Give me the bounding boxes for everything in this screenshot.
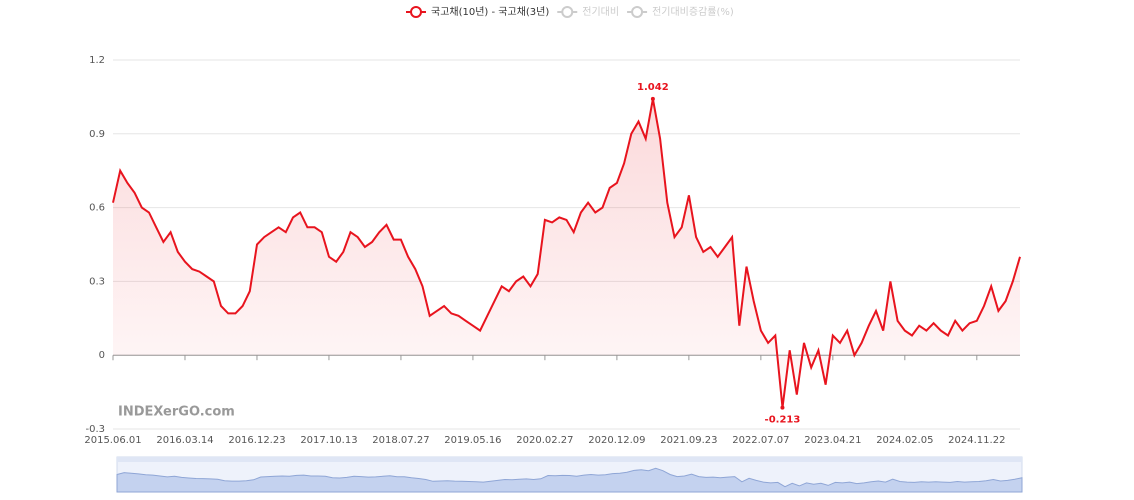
x-tick-label: 2022.07.07 [732,435,789,446]
point-marker [780,405,785,410]
y-tick-label: 0.3 [89,276,105,287]
watermark: INDEXerGO.com [118,405,235,420]
area [113,98,1020,408]
zoom-handle[interactable] [117,457,1022,462]
x-tick-label: 2020.12.09 [588,435,645,446]
y-tick-label: 1.2 [89,55,105,66]
x-tick-label: 2024.02.05 [876,435,933,446]
value-label: 1.042 [637,82,669,93]
x-tick-label: 2019.05.16 [444,435,501,446]
x-tick-label: 2016.12.23 [228,435,285,446]
legend-label[interactable]: 전기대비 [582,6,619,18]
legend-icon[interactable] [561,6,574,18]
line [112,98,1021,408]
x-tick-label: 2018.07.27 [372,435,429,446]
x-tick-label: 2021.09.23 [660,435,717,446]
x-tick-label: 2020.02.27 [516,435,573,446]
value-label: -0.213 [765,415,801,426]
x-tick-label: 2017.10.13 [300,435,357,446]
x-tick-label: 2024.11.22 [948,435,1005,446]
legend-label[interactable]: 국고채(10년) - 국고채(3년) [431,6,549,18]
y-tick-label: -0.3 [85,424,105,435]
x-tick-label: 2016.03.14 [156,435,213,446]
point-marker [650,96,655,101]
legend-icon[interactable] [410,6,422,18]
legend-label[interactable]: 전기대비증감률(%) [652,6,734,18]
legend-icon[interactable] [631,6,644,18]
y-tick-label: 0 [99,350,105,361]
y-tick-label: 0.9 [89,129,105,140]
x-tick-label: 2015.06.01 [84,435,141,446]
y-tick-label: 0.6 [89,203,105,214]
zoom-area [116,467,1023,493]
x-tick-label: 2023.04.21 [804,435,861,446]
